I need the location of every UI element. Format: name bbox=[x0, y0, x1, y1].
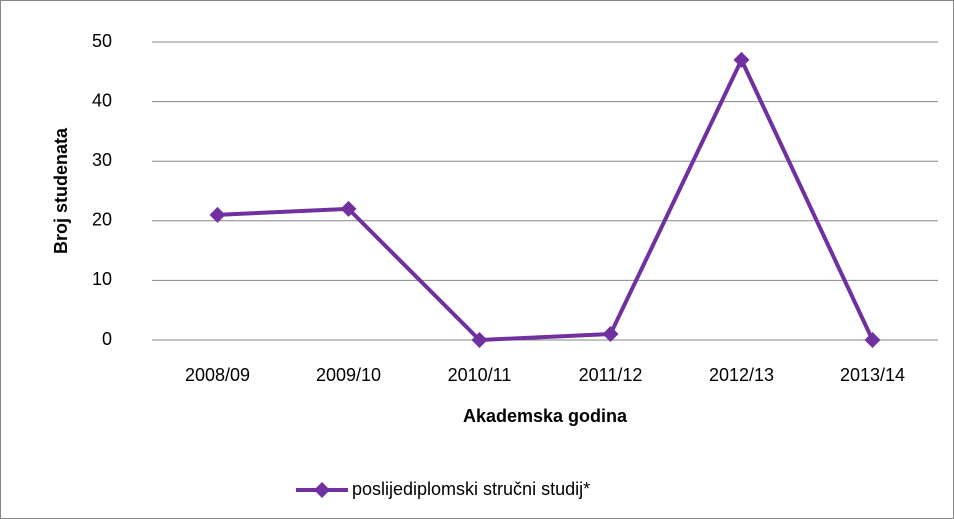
x-tick-label: 2009/10 bbox=[316, 365, 381, 385]
y-tick-label: 10 bbox=[92, 269, 112, 289]
x-tick-label: 2013/14 bbox=[840, 365, 905, 385]
data-point bbox=[602, 326, 619, 343]
data-point bbox=[864, 332, 881, 348]
x-tick-label: 2008/09 bbox=[185, 365, 250, 385]
data-point bbox=[733, 51, 750, 68]
data-point bbox=[209, 206, 226, 223]
y-tick-label: 50 bbox=[92, 31, 112, 51]
data-point bbox=[340, 200, 357, 217]
y-axis-label: Broj studenata bbox=[51, 127, 71, 254]
x-axis-label: Akademska godina bbox=[463, 406, 628, 426]
series-line bbox=[217, 57, 875, 342]
y-tick-label: 30 bbox=[92, 150, 112, 170]
y-tick-label: 0 bbox=[102, 329, 112, 349]
x-tick-label: 2012/13 bbox=[709, 365, 774, 385]
y-tick-label: 40 bbox=[92, 90, 112, 110]
data-point bbox=[471, 332, 488, 348]
legend-label: poslijediplomski stručni studij* bbox=[352, 479, 590, 499]
x-tick-label: 2010/11 bbox=[448, 365, 512, 385]
y-tick-label: 20 bbox=[92, 210, 112, 230]
legend-marker bbox=[314, 482, 330, 498]
x-tick-label: 2011/12 bbox=[579, 365, 643, 385]
